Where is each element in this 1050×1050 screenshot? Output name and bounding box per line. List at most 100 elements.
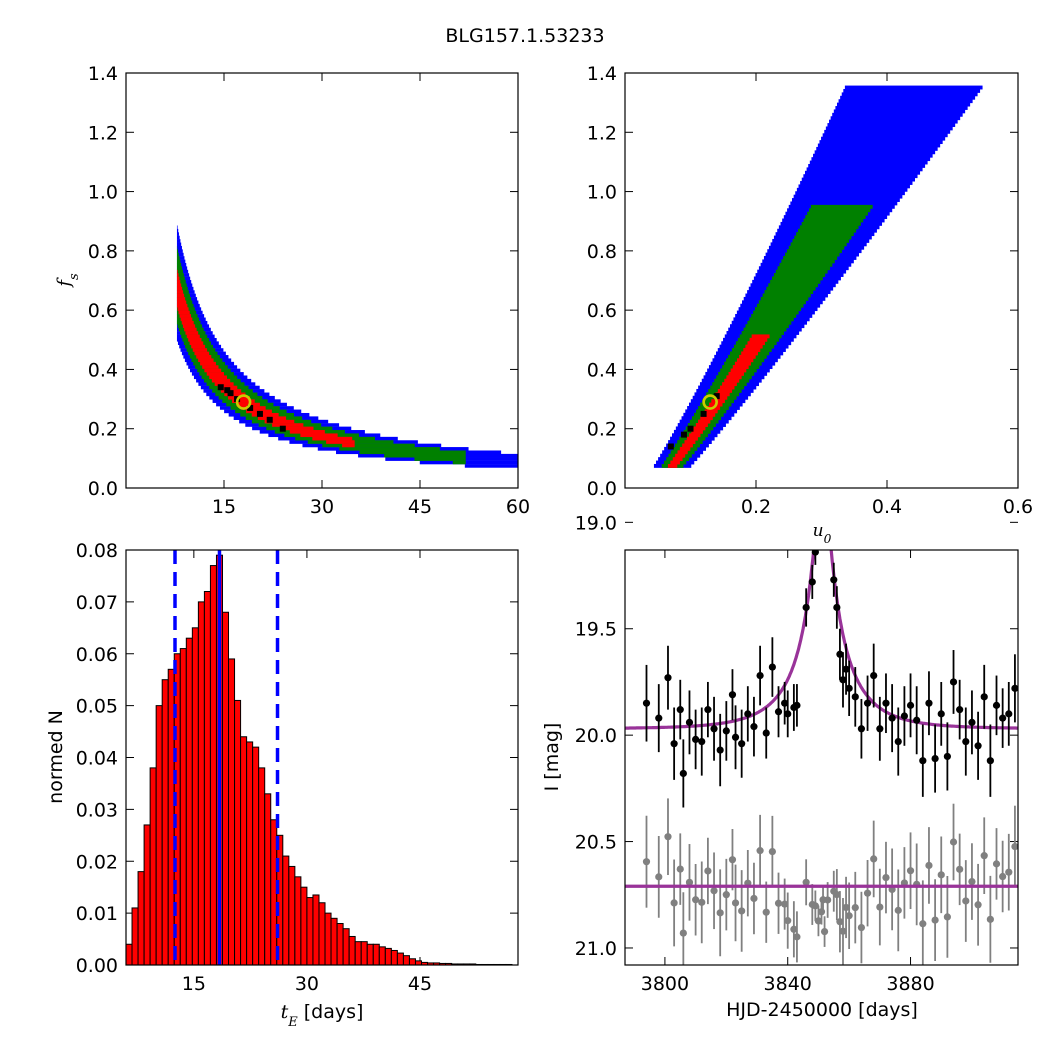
heatmap-cell-inner: [179, 314, 192, 318]
heatmap-cell-inner: [700, 416, 713, 421]
data-point: [974, 742, 982, 750]
x-axis-label-sub: 0: [824, 532, 832, 546]
residual-point: [728, 856, 737, 864]
heatmap-cell-outer: [813, 153, 933, 158]
data-point: [670, 740, 678, 748]
x-tick-label: 15: [182, 973, 206, 995]
heatmap-cell-inner: [730, 368, 747, 373]
y-tick-label: 0.00: [76, 955, 118, 977]
histogram-bar: [318, 902, 326, 966]
residual-point: [802, 878, 810, 886]
heatmap-cell-inner: [211, 378, 231, 383]
heatmap-cell-middle: [764, 290, 814, 295]
data-point: [722, 727, 730, 735]
y-tick-label: 1.4: [587, 63, 617, 85]
heatmap-cell-outer: [176, 252, 184, 257]
heatmap-cell-outer: [830, 116, 961, 121]
heatmap-cell-inner: [272, 423, 304, 427]
x-axis-label: u0: [813, 521, 832, 546]
residual-point: [685, 878, 694, 886]
heatmap-cell-middle: [779, 262, 833, 267]
heatmap-cell-middle: [758, 300, 806, 305]
heatmap-cell-outer: [827, 123, 956, 127]
data-point: [900, 712, 908, 720]
best-fit-marker: [235, 394, 252, 410]
residual-point: [670, 899, 678, 907]
histogram-bar: [324, 912, 332, 966]
data-point: [738, 740, 746, 748]
histogram-bar: [246, 741, 254, 966]
residual-point: [906, 867, 915, 875]
heatmap-cell-core: [227, 390, 234, 397]
heatmap-cell-inner: [185, 331, 199, 335]
data-point: [698, 737, 706, 746]
residual-point: [774, 899, 783, 907]
data-point: [833, 603, 841, 612]
heatmap-cell-outer: [176, 232, 179, 236]
data-point: [876, 725, 884, 733]
panel-te-fs: 15 30 45 60 0.0 0.2 0.4 0.6 0.8 1.0 1.2 1.4 fs: [54, 63, 530, 518]
data-point: [992, 701, 1001, 709]
heatmap-cell-middle: [770, 279, 821, 284]
heatmap-cell-middle: [760, 296, 809, 301]
x-tick-label: 60: [506, 496, 530, 518]
heatmap-cell-inner: [719, 385, 735, 390]
histogram-bar: [336, 923, 344, 966]
heatmap-cell-inner: [191, 344, 206, 349]
heatmap-cell-middle: [384, 453, 466, 458]
heatmap-cell-middle: [176, 262, 182, 267]
heatmap-cell-middle: [783, 256, 838, 260]
data-point: [894, 737, 902, 746]
heatmap-cell-inner: [178, 310, 190, 315]
data-point: [685, 718, 694, 726]
heatmap-cell-inner: [722, 382, 737, 387]
residual-point: [781, 900, 789, 908]
x-tick-label: 0.2: [741, 496, 771, 518]
data-point: [824, 523, 831, 530]
heatmap-cell-inner: [713, 395, 728, 400]
heatmap-cell-inner: [686, 436, 698, 441]
heatmap-cell-inner: [691, 429, 703, 434]
data-point: [642, 699, 651, 707]
residual-point: [962, 897, 970, 905]
heatmap-cell-middle: [176, 286, 188, 291]
heatmap-cell-core: [667, 443, 674, 450]
heatmap-cell-inner: [300, 433, 338, 438]
residual-point: [762, 908, 770, 916]
data-point: [655, 714, 663, 722]
heatmap-cell-core: [279, 425, 286, 432]
heatmap-cell-inner: [176, 276, 180, 281]
residual-point: [980, 852, 988, 860]
heatmap-cell-inner: [251, 412, 279, 417]
histogram-bar: [306, 897, 314, 966]
heatmap-cell-middle: [176, 283, 187, 288]
heatmap-cell-middle: [792, 238, 850, 243]
residual-point: [824, 896, 832, 904]
heatmap-cell-outer: [795, 191, 905, 196]
heatmap-cell-outer: [796, 187, 908, 192]
histogram-bar: [149, 767, 157, 966]
heatmap-cell-outer: [176, 228, 179, 233]
heatmap-cell-middle: [756, 303, 804, 308]
histogram-bar: [366, 943, 374, 966]
heatmap-cell-middle: [322, 443, 415, 448]
heatmap-cell-inner: [747, 341, 765, 346]
data-point: [710, 725, 718, 733]
heatmap-cell-middle: [803, 218, 864, 223]
heatmap-cell-middle: [772, 276, 823, 281]
histogram-bar: [348, 935, 356, 966]
heatmap-cells: [653, 85, 983, 468]
histogram-bar: [137, 871, 145, 966]
residual-point: [919, 920, 927, 928]
histogram-bar: [191, 627, 199, 966]
x-tick-label: 45: [408, 496, 432, 518]
heatmap-cell-inner: [743, 348, 761, 352]
data-point: [802, 603, 810, 612]
heatmap-cell-inner: [693, 426, 706, 431]
heatmap-cell-outer: [821, 136, 946, 141]
heatmap-cell-middle: [785, 252, 840, 257]
data-point: [692, 735, 700, 744]
heatmap-cell-outer: [819, 140, 943, 145]
heatmap-cell-outer: [176, 239, 181, 243]
heatmap-cell-inner: [684, 440, 696, 445]
